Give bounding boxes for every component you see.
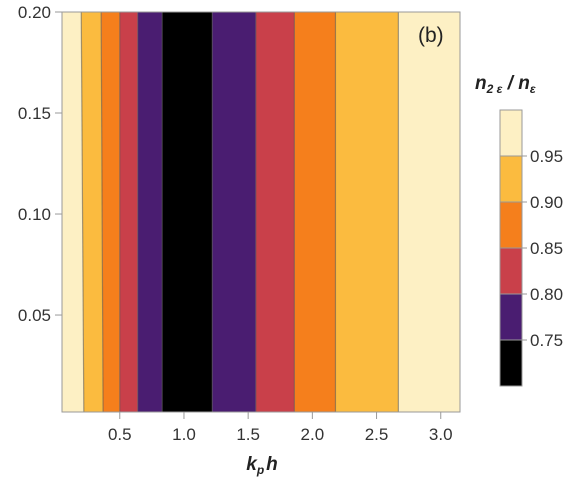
y-tick-label: 0.20 [18, 3, 51, 22]
legend-title-denominator: n [518, 73, 530, 94]
legend-swatch [500, 156, 522, 202]
legend-title: n2 ε / nε [475, 73, 536, 96]
contour-line [80, 11, 85, 413]
x-tick-label: 3.0 [429, 425, 453, 444]
legend-swatch [500, 202, 522, 248]
legend-title-separator: / [502, 73, 518, 94]
legend-label: 0.85 [530, 239, 563, 258]
legend-label: 0.75 [530, 331, 563, 350]
x-axis-title-tail: h [266, 454, 278, 475]
contour-band [62, 12, 84, 412]
legend-title-denominator-subscript: ε [530, 82, 536, 96]
legend-title-numerator: n [475, 73, 487, 94]
x-tick-label: 0.5 [108, 425, 132, 444]
x-tick-label: 1.0 [172, 425, 196, 444]
x-tick-label: 1.5 [236, 425, 260, 444]
contour-band [119, 12, 138, 412]
legend-label: 0.95 [530, 147, 563, 166]
x-axis-title: kp h [246, 454, 278, 477]
x-tick-label: 2.5 [365, 425, 389, 444]
contour-lines [80, 11, 399, 413]
x-axis-title-main: k [246, 454, 258, 475]
contour-band [81, 12, 104, 412]
y-tick-label: 0.05 [18, 306, 51, 325]
contour-band [398, 12, 460, 412]
contour-band [162, 12, 213, 412]
x-axis: 0.5 1.0 1.5 2.0 2.5 3.0 [108, 412, 453, 444]
contour-band [335, 12, 399, 412]
legend-swatch [500, 110, 522, 156]
y-tick-label: 0.15 [18, 104, 51, 123]
legend-swatch [500, 294, 522, 340]
y-tick-label: 0.10 [18, 205, 51, 224]
contour-band [101, 12, 120, 412]
legend-label: 0.90 [530, 193, 563, 212]
legend-title-numerator-subscript: 2 ε [486, 82, 503, 96]
legend-label: 0.80 [530, 285, 563, 304]
plot-area [62, 12, 460, 412]
x-axis-title-subscript: p [256, 463, 264, 477]
x-tick-label: 2.0 [301, 425, 325, 444]
contour-band [137, 12, 163, 412]
color-legend: 0.75 0.80 0.85 0.90 0.95 [499, 109, 563, 387]
contour-line [100, 11, 104, 413]
y-axis: 0.05 0.10 0.15 0.20 [18, 3, 62, 325]
legend-swatch [500, 248, 522, 294]
contour-band [255, 12, 295, 412]
legend-swatch [500, 340, 522, 386]
plot-frame [61, 11, 461, 413]
panel-label: (b) [418, 24, 444, 47]
contour-band [212, 12, 256, 412]
contour-band [294, 12, 336, 412]
